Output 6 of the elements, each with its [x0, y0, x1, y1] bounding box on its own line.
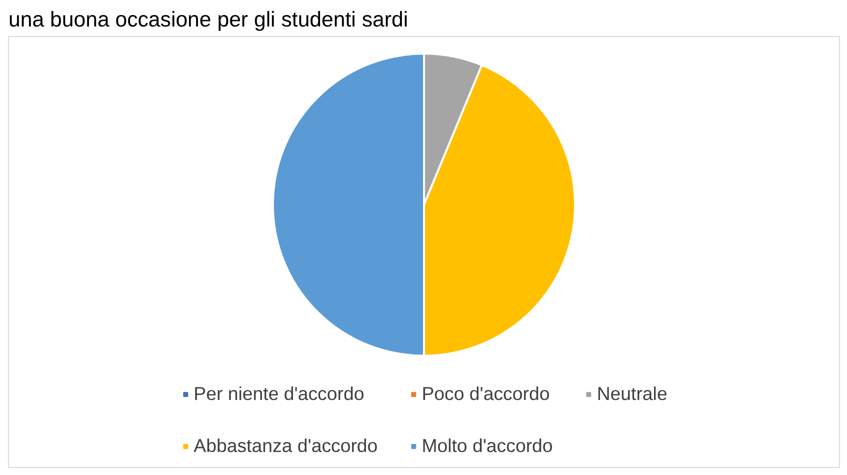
legend-label: Per niente d'accordo [194, 383, 364, 405]
legend-label: Poco d'accordo [422, 383, 550, 405]
legend-label: Neutrale [596, 383, 668, 405]
chart-title: una buona occasione per gli studenti sardi [8, 8, 408, 32]
legend-label: Abbastanza d'accordo [194, 435, 378, 457]
legend-label: Molto d'accordo [422, 435, 553, 457]
